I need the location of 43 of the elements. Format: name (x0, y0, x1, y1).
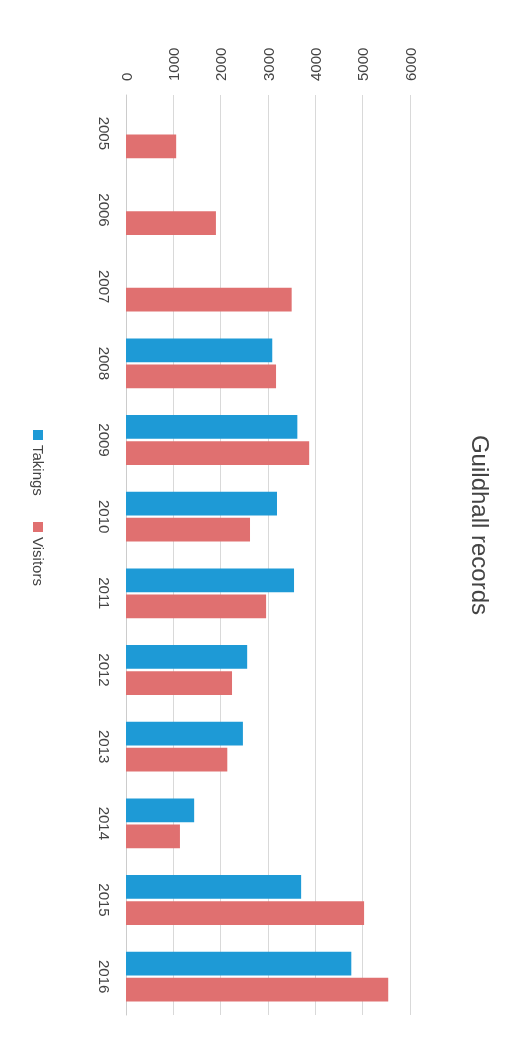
bar (126, 901, 365, 925)
bar (126, 134, 177, 159)
y-tick-label: 2014 (96, 806, 113, 841)
y-tick-label: 2006 (96, 193, 113, 227)
bar (126, 364, 277, 389)
x-tick-label: 0 (117, 72, 135, 81)
bar (126, 594, 267, 619)
legend-label: Visitors (29, 537, 47, 586)
y-tick-label: 2009 (96, 423, 113, 457)
bar (126, 211, 216, 235)
bar (126, 721, 243, 746)
y-tick-label: 2013 (96, 729, 113, 764)
y-tick-label: 2010 (96, 499, 113, 534)
bar (126, 671, 233, 695)
bar (126, 338, 273, 363)
bar (126, 747, 228, 772)
y-tick-label: 2005 (96, 116, 113, 151)
y-tick-label: 2011 (96, 577, 113, 610)
y-tick-label: 2008 (96, 346, 113, 381)
bar (126, 875, 302, 899)
x-tick-label: 4000 (306, 47, 324, 81)
bar (126, 951, 352, 976)
y-tick-label: 2007 (96, 269, 113, 304)
bar (126, 287, 292, 312)
bar (126, 415, 298, 439)
y-tick-label: 2015 (96, 883, 113, 917)
x-tick-label: 1000 (164, 47, 182, 81)
x-tick-label: 2000 (212, 47, 230, 81)
bar (126, 517, 251, 542)
y-tick-label: 2016 (96, 959, 113, 994)
x-tick-label: 5000 (354, 47, 372, 81)
bar (126, 645, 248, 669)
y-tick-label: 2012 (96, 653, 113, 687)
bar (126, 798, 195, 823)
legend-label: Takings (29, 445, 47, 496)
x-tick-label: 6000 (401, 47, 419, 81)
bar (126, 491, 277, 516)
bar (126, 824, 180, 849)
bar (126, 568, 295, 593)
text: Guildhall records (466, 434, 494, 616)
x-tick-label: 3000 (259, 47, 277, 81)
bar (126, 977, 389, 1002)
bar (126, 441, 310, 465)
